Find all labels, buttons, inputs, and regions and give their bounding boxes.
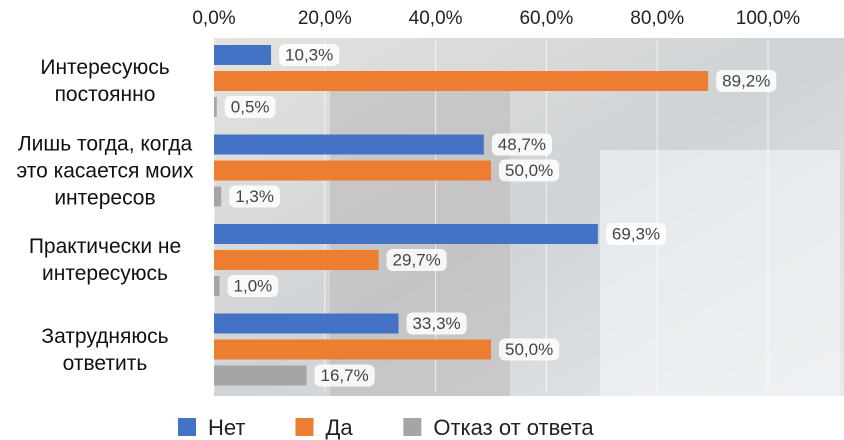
value-label: 10,3% <box>285 45 333 64</box>
page: {"chart_data": {"type": "bar", "orientat… <box>0 0 844 440</box>
value-label: 33,3% <box>412 314 460 333</box>
bar <box>214 97 217 117</box>
x-tick-label: 60,0% <box>519 8 573 29</box>
bar <box>214 45 271 65</box>
bar <box>214 314 398 334</box>
value-label: 50,0% <box>505 340 553 359</box>
x-tick-label: 80,0% <box>630 8 684 29</box>
category-label: Интересуюсь постоянно <box>0 54 210 108</box>
bar <box>214 71 708 91</box>
x-tick-label: 100,0% <box>736 8 801 29</box>
legend-label: Отказ от ответа <box>433 415 594 440</box>
legend-label: Нет <box>208 415 245 440</box>
bar <box>214 250 379 270</box>
bar <box>214 276 220 296</box>
value-label: 50,0% <box>505 161 553 180</box>
photo-figure <box>600 150 840 396</box>
x-tick-label: 40,0% <box>409 8 463 29</box>
value-label: 0,5% <box>231 97 270 116</box>
legend-swatch <box>295 418 313 436</box>
x-tick-label: 20,0% <box>298 8 352 29</box>
legend-label: Да <box>325 415 353 440</box>
value-label: 29,7% <box>393 250 441 269</box>
value-label: 1,0% <box>234 276 273 295</box>
bar <box>214 224 598 244</box>
legend-swatch <box>403 418 421 436</box>
x-tick-label: 0,0% <box>192 8 235 29</box>
value-label: 89,2% <box>722 71 770 90</box>
bar <box>214 366 307 386</box>
value-label: 69,3% <box>612 224 660 243</box>
bar <box>214 161 491 181</box>
legend-swatch <box>178 418 196 436</box>
category-label: Затрудняюсь ответить <box>0 323 210 377</box>
bar <box>214 187 221 207</box>
category-label: Лишь тогда, когда это касается моих инте… <box>0 130 210 211</box>
bar <box>214 340 491 360</box>
category-label: Практически не интересуюсь <box>0 233 210 287</box>
value-label: 48,7% <box>498 135 546 154</box>
value-label: 1,3% <box>235 187 274 206</box>
bar <box>214 135 484 155</box>
value-label: 16,7% <box>321 366 369 385</box>
